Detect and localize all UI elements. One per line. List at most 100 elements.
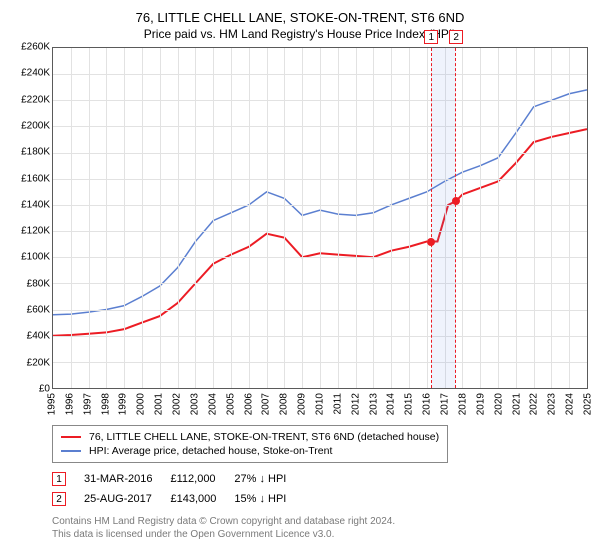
gridline-v (338, 48, 339, 388)
gridline-v (160, 48, 161, 388)
sale-price: £143,000 (170, 489, 234, 509)
gridline-v (409, 48, 410, 388)
chart-title-address: 76, LITTLE CHELL LANE, STOKE-ON-TRENT, S… (8, 10, 592, 25)
x-tick-label: 2018 (457, 393, 468, 415)
x-tick-label: 2015 (404, 393, 415, 415)
gridline-v (142, 48, 143, 388)
gridline-v (356, 48, 357, 388)
chart-container: 76, LITTLE CHELL LANE, STOKE-ON-TRENT, S… (0, 0, 600, 560)
gridline-v (302, 48, 303, 388)
x-tick-label: 2010 (315, 393, 326, 415)
x-tick-label: 2012 (350, 393, 361, 415)
sale-marker-label: 2 (449, 30, 463, 44)
sale-row: 131-MAR-2016£112,00027% ↓ HPI (52, 469, 304, 489)
x-tick-label: 1996 (64, 393, 75, 415)
x-tick-label: 2021 (511, 393, 522, 415)
x-tick-label: 2023 (547, 393, 558, 415)
gridline-v (498, 48, 499, 388)
y-tick-label: £120K (21, 226, 50, 237)
x-tick-label: 2017 (440, 393, 451, 415)
x-tick-label: 2011 (332, 393, 343, 415)
gridline-v (391, 48, 392, 388)
x-tick-label: 1995 (47, 393, 58, 415)
x-tick-label: 2004 (207, 393, 218, 415)
sale-number-badge: 2 (52, 492, 66, 506)
y-tick-label: £80K (27, 278, 50, 289)
chart-plot-area: £0£20K£40K£60K£80K£100K£120K£140K£160K£1… (8, 47, 592, 417)
x-tick-label: 2014 (386, 393, 397, 415)
gridline-v (231, 48, 232, 388)
x-tick-label: 2022 (529, 393, 540, 415)
legend: 76, LITTLE CHELL LANE, STOKE-ON-TRENT, S… (52, 425, 448, 463)
gridline-v (480, 48, 481, 388)
x-tick-label: 2008 (279, 393, 290, 415)
x-tick-label: 2009 (297, 393, 308, 415)
x-tick-label: 1998 (100, 393, 111, 415)
gridline-v (249, 48, 250, 388)
x-tick-label: 2003 (189, 393, 200, 415)
gridline-v (373, 48, 374, 388)
legend-label: HPI: Average price, detached house, Stok… (89, 445, 332, 457)
x-tick-label: 2019 (475, 393, 486, 415)
legend-label: 76, LITTLE CHELL LANE, STOKE-ON-TRENT, S… (89, 431, 439, 443)
x-tick-label: 1999 (118, 393, 129, 415)
plot: 12 (52, 47, 588, 389)
sale-row: 2 25-AUG-2017£143,00015% ↓ HPI (52, 489, 304, 509)
x-tick-label: 2013 (368, 393, 379, 415)
sale-price: £112,000 (170, 469, 234, 489)
x-tick-label: 2001 (154, 393, 165, 415)
x-tick-label: 2016 (422, 393, 433, 415)
gridline-v (89, 48, 90, 388)
gridline-v (462, 48, 463, 388)
x-tick-label: 2020 (493, 393, 504, 415)
title-block: 76, LITTLE CHELL LANE, STOKE-ON-TRENT, S… (8, 10, 592, 41)
gridline-v (106, 48, 107, 388)
sale-delta: 27% ↓ HPI (234, 469, 304, 489)
y-tick-label: £160K (21, 173, 50, 184)
x-tick-label: 2025 (583, 393, 594, 415)
y-tick-label: £40K (27, 331, 50, 342)
gridline-v (284, 48, 285, 388)
footnote-line2: This data is licensed under the Open Gov… (52, 528, 592, 541)
y-tick-label: £220K (21, 94, 50, 105)
y-tick-label: £100K (21, 252, 50, 263)
gridline-v (213, 48, 214, 388)
y-axis: £0£20K£40K£60K£80K£100K£120K£140K£160K£1… (8, 47, 52, 389)
gridline-v (195, 48, 196, 388)
highlight-band (431, 48, 456, 388)
gridline-v (516, 48, 517, 388)
x-tick-label: 1997 (82, 393, 93, 415)
gridline-v (71, 48, 72, 388)
gridline-v (267, 48, 268, 388)
sale-marker-point (452, 197, 460, 205)
footnote: Contains HM Land Registry data © Crown c… (52, 515, 592, 541)
chart-subtitle: Price paid vs. HM Land Registry's House … (8, 27, 592, 41)
legend-item: HPI: Average price, detached house, Stok… (61, 444, 439, 458)
sale-marker-point (427, 238, 435, 246)
y-tick-label: £240K (21, 68, 50, 79)
sale-number-badge: 1 (52, 472, 66, 486)
legend-item: 76, LITTLE CHELL LANE, STOKE-ON-TRENT, S… (61, 430, 439, 444)
sale-date: 25-AUG-2017 (84, 489, 170, 509)
legend-swatch (61, 436, 81, 438)
sale-delta: 15% ↓ HPI (234, 489, 304, 509)
x-tick-label: 2006 (243, 393, 254, 415)
x-tick-label: 2024 (565, 393, 576, 415)
gridline-v (178, 48, 179, 388)
footnote-line1: Contains HM Land Registry data © Crown c… (52, 515, 592, 528)
gridline-v (427, 48, 428, 388)
x-tick-label: 2005 (225, 393, 236, 415)
y-tick-label: £200K (21, 120, 50, 131)
gridline-v (534, 48, 535, 388)
gridline-v (569, 48, 570, 388)
y-tick-label: £60K (27, 305, 50, 316)
gridline-v (320, 48, 321, 388)
y-tick-label: £140K (21, 199, 50, 210)
legend-swatch (61, 450, 81, 452)
gridline-v (124, 48, 125, 388)
y-tick-label: £180K (21, 147, 50, 158)
gridline-v (551, 48, 552, 388)
x-tick-label: 2007 (261, 393, 272, 415)
sales-table: 131-MAR-2016£112,00027% ↓ HPI 2 25-AUG-201… (52, 469, 592, 509)
x-tick-label: 2000 (136, 393, 147, 415)
